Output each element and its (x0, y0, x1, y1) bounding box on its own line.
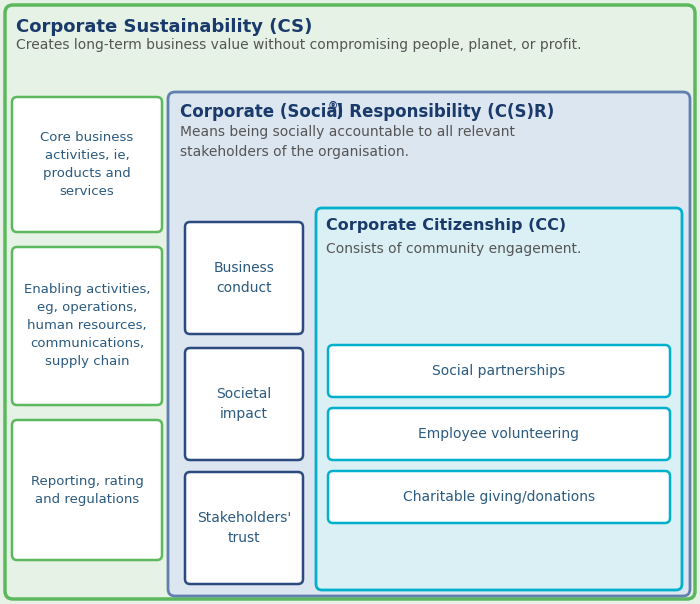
Text: ) Responsibility (C(S)R): ) Responsibility (C(S)R) (336, 103, 554, 121)
Text: Employee volunteering: Employee volunteering (419, 427, 580, 441)
FancyBboxPatch shape (168, 92, 690, 596)
Text: Reporting, rating
and regulations: Reporting, rating and regulations (31, 475, 144, 506)
FancyBboxPatch shape (12, 247, 162, 405)
Text: Creates long-term business value without compromising people, planet, or profit.: Creates long-term business value without… (16, 38, 582, 52)
FancyBboxPatch shape (316, 208, 682, 590)
Text: Means being socially accountable to all relevant
stakeholders of the organisatio: Means being socially accountable to all … (180, 125, 515, 159)
Text: Enabling activities,
eg, operations,
human resources,
communications,
supply cha: Enabling activities, eg, operations, hum… (24, 283, 150, 368)
Text: Charitable giving/donations: Charitable giving/donations (403, 490, 595, 504)
Text: Corporate Sustainability (CS): Corporate Sustainability (CS) (16, 18, 312, 36)
Text: Societal
impact: Societal impact (216, 387, 272, 421)
Text: Social partnerships: Social partnerships (433, 364, 566, 378)
FancyBboxPatch shape (185, 472, 303, 584)
FancyBboxPatch shape (328, 345, 670, 397)
FancyBboxPatch shape (12, 420, 162, 560)
Text: ®: ® (328, 101, 338, 111)
Text: Corporate Citizenship (CC): Corporate Citizenship (CC) (326, 218, 566, 233)
FancyBboxPatch shape (185, 222, 303, 334)
FancyBboxPatch shape (12, 97, 162, 232)
Text: Consists of community engagement.: Consists of community engagement. (326, 242, 582, 256)
FancyBboxPatch shape (5, 5, 695, 599)
Text: Business
conduct: Business conduct (214, 262, 274, 295)
Text: Stakeholders'
trust: Stakeholders' trust (197, 511, 291, 545)
FancyBboxPatch shape (185, 348, 303, 460)
Text: Corporate (Social: Corporate (Social (180, 103, 343, 121)
FancyBboxPatch shape (328, 408, 670, 460)
Text: Core business
activities, ie,
products and
services: Core business activities, ie, products a… (41, 131, 134, 198)
FancyBboxPatch shape (328, 471, 670, 523)
